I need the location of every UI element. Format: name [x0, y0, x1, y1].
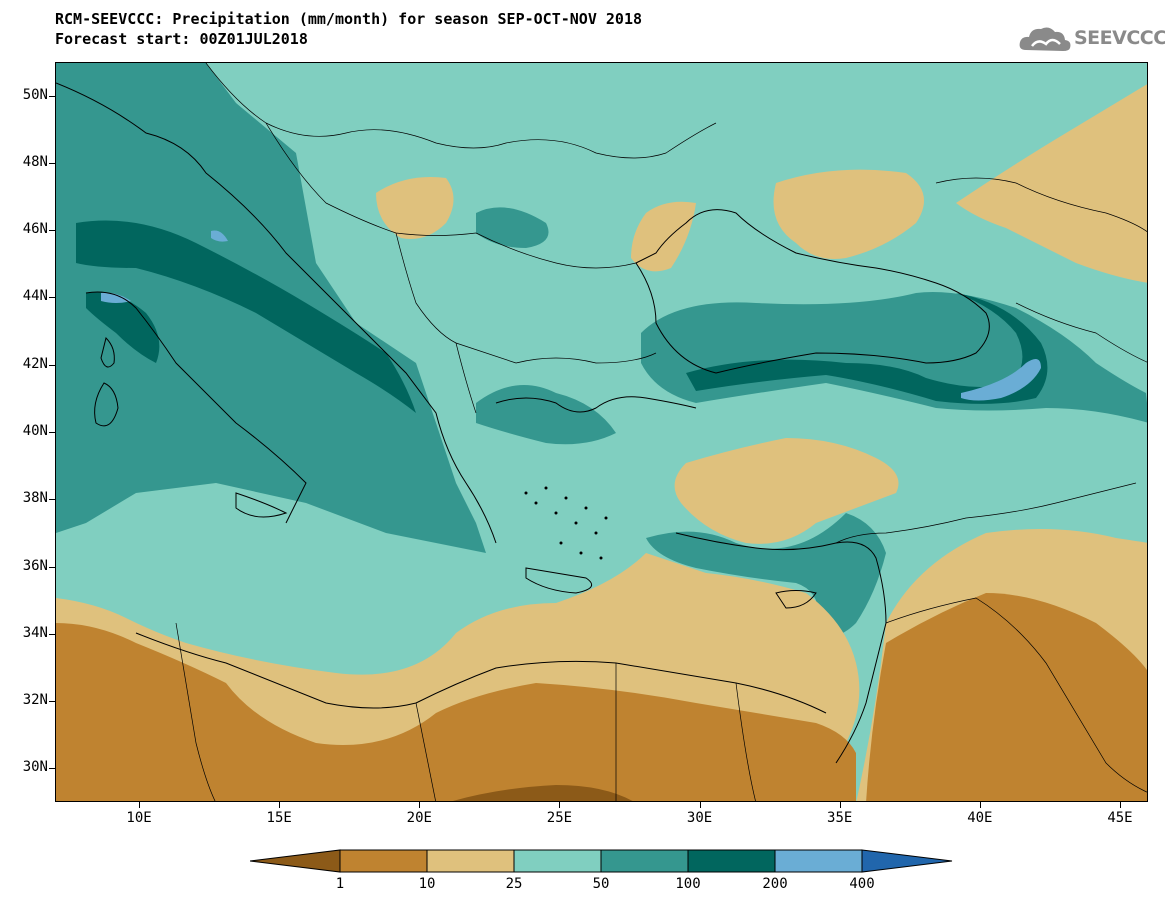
- latitude-tick: [49, 162, 55, 164]
- longitude-label: 10E: [126, 810, 152, 826]
- colorbar-over-arrow: [861, 849, 953, 873]
- longitude-tick: [139, 802, 141, 808]
- region-50-100-anatolia-south: [646, 513, 886, 637]
- region-50-100-aegean: [476, 385, 616, 445]
- aegean-islands: [524, 486, 608, 560]
- latitude-label: 32N: [22, 692, 48, 709]
- region-100-200-tyrrhenian: [86, 292, 160, 363]
- chart-subtitle: Forecast start: 00Z01JUL2018: [55, 30, 308, 48]
- region-10-25-pannonia: [376, 177, 454, 239]
- latitude-tick: [49, 364, 55, 366]
- latitude-label: 44N: [22, 288, 48, 305]
- colorbar-tick-label: 10: [418, 876, 436, 892]
- colorbar-tick-label: 100: [675, 876, 701, 892]
- longitude-tick: [979, 802, 981, 808]
- region-100-200-pontic: [686, 293, 1048, 404]
- latitude-label: 40N: [22, 423, 48, 439]
- colorbar-tick-label: 200: [762, 876, 788, 892]
- latitude-label: 30N: [22, 759, 48, 776]
- colorbar-segment: [339, 849, 428, 873]
- chart-title: RCM-SEEVCCC: Precipitation (mm/month) fo…: [55, 10, 642, 28]
- latitude-label: 42N: [22, 355, 48, 372]
- region-10-25-caspian: [956, 84, 1147, 283]
- latitude-tick: [49, 701, 55, 703]
- longitude-label: 15E: [266, 810, 292, 826]
- logo-text: SEEVCCC: [1074, 27, 1165, 49]
- latitude-tick: [49, 297, 55, 299]
- longitude-tick: [559, 802, 561, 808]
- region-200-400-liguria: [101, 292, 131, 303]
- longitude-label: 45E: [1107, 810, 1133, 826]
- precipitation-map: [55, 62, 1148, 802]
- longitude-tick: [1119, 802, 1121, 808]
- longitude-tick: [279, 802, 281, 808]
- colorbar-segment: [426, 849, 515, 873]
- longitude-label: 40E: [967, 810, 993, 826]
- latitude-tick: [49, 633, 55, 635]
- latitude-label: 50N: [22, 86, 48, 103]
- colorbar: [250, 849, 953, 873]
- longitude-tick: [839, 802, 841, 808]
- region-200-400-georgia: [961, 359, 1041, 401]
- latitude-tick: [49, 499, 55, 501]
- longitude-label: 30E: [686, 810, 713, 826]
- latitude-tick: [49, 230, 55, 232]
- longitude-tick: [699, 802, 701, 808]
- colorbar-segment: [513, 849, 602, 873]
- region-200-400-istria: [211, 230, 228, 242]
- longitude-tick: [419, 802, 421, 808]
- latitude-label: 38N: [22, 490, 48, 507]
- longitude-label: 20E: [406, 810, 432, 826]
- colorbar-tick-label: 50: [592, 876, 610, 892]
- latitude-label: 46N: [22, 221, 48, 238]
- latitude-label: 48N: [22, 153, 48, 170]
- map-canvas: [56, 63, 1147, 801]
- latitude-label: 34N: [22, 624, 48, 641]
- region-100-200-adriatic: [76, 220, 416, 413]
- latitude-tick: [49, 768, 55, 770]
- region-1-10-sahara-core: [452, 785, 633, 801]
- region-10-25-anatolia: [674, 438, 899, 544]
- latitude-tick: [49, 95, 55, 97]
- country-borders: [175, 63, 1147, 801]
- colorbar-tick-label: 1: [335, 876, 345, 892]
- seevccc-logo: SEEVCCC: [1018, 22, 1165, 58]
- longitude-label: 25E: [546, 810, 573, 826]
- region-1-10-libya: [56, 623, 856, 801]
- colorbar-segment: [774, 849, 863, 873]
- latitude-label: 36N: [22, 557, 48, 574]
- longitude-label: 35E: [827, 810, 853, 826]
- latitude-tick: [49, 566, 55, 568]
- region-10-25-crimea: [773, 169, 924, 259]
- region-10-25-moldova: [631, 201, 696, 272]
- colorbar-segment: [687, 849, 776, 873]
- cloud-icon: [1019, 27, 1071, 51]
- latitude-tick: [49, 432, 55, 433]
- region-50-100-carpathian: [476, 207, 549, 248]
- coastlines: [56, 82, 990, 764]
- colorbar-tick-label: 25: [505, 876, 523, 892]
- region-1-10-arabia: [866, 593, 1147, 801]
- colorbar-under-arrow: [250, 849, 341, 873]
- colorbar-segment: [600, 849, 689, 873]
- colorbar-tick-label: 400: [849, 876, 875, 892]
